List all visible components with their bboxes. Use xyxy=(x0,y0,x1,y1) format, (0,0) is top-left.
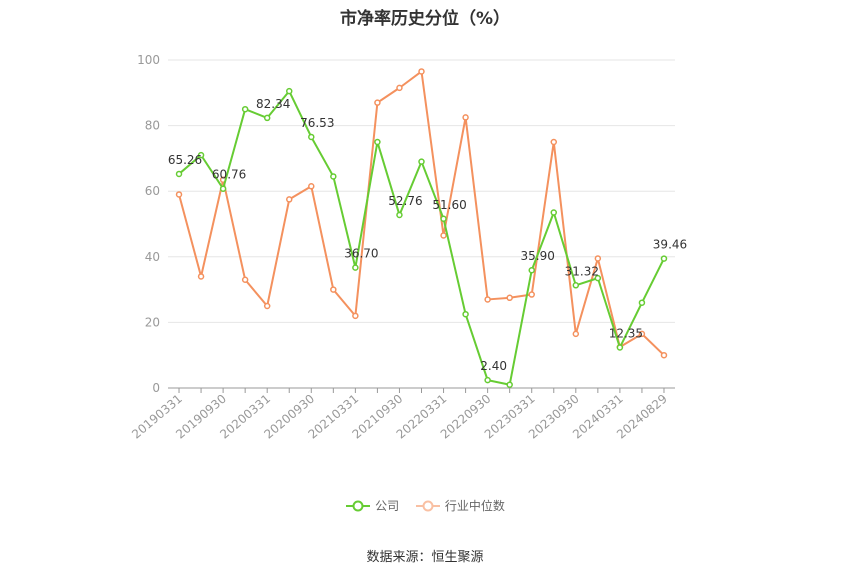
legend-company-marker-icon xyxy=(346,500,371,511)
series-1-point-20220331 xyxy=(440,232,447,239)
series-0-point-20190630 xyxy=(197,151,205,159)
data-label-20220930: 2.40 xyxy=(480,359,507,373)
data-label-20210331: 36.70 xyxy=(344,247,378,261)
data-label-20190331: 65.26 xyxy=(168,153,202,167)
series-1-point-20221231 xyxy=(506,294,513,302)
y-tick-label-40: 40 xyxy=(145,250,160,264)
data-label-20190930: 60.76 xyxy=(212,168,246,182)
series-0-point-20240331 xyxy=(616,344,624,351)
series-1-point-20210630 xyxy=(374,99,381,106)
y-tick-label-20: 20 xyxy=(145,315,160,329)
series-0-point-20230331 xyxy=(528,266,535,274)
legend-item-company[interactable]: 公司 xyxy=(345,497,399,514)
data-label-20220331: 51.60 xyxy=(432,198,466,212)
series-line-0 xyxy=(178,90,665,386)
data-label-20200331: 82.34 xyxy=(256,97,290,111)
y-tick-label-60: 60 xyxy=(145,184,160,198)
series-1-point-20191231 xyxy=(241,276,249,284)
series-0-point-20220630 xyxy=(462,310,469,318)
series-0-point-20210331 xyxy=(352,264,359,271)
series-0-point-20210630 xyxy=(374,138,381,146)
y-tick-label-100: 100 xyxy=(137,53,160,67)
chart-title: 市净率历史分位（%） xyxy=(339,9,511,29)
series-0-point-20220331 xyxy=(440,215,447,223)
axes: 0204060801002019033120190930202003312020… xyxy=(129,53,675,442)
data-label-20230930: 31.32 xyxy=(565,264,599,278)
series-lines xyxy=(175,68,668,388)
series-1-point-20190630 xyxy=(197,273,205,280)
series-1-point-20200331 xyxy=(263,302,271,310)
series-1-point-20240630 xyxy=(638,330,646,338)
legend-company-label: 公司 xyxy=(375,499,400,513)
series-1-point-20200630 xyxy=(285,196,293,203)
series-1-point-20210331 xyxy=(352,312,359,320)
series-0-point-20200930 xyxy=(308,133,315,141)
series-0-point-20230930 xyxy=(572,282,580,289)
data-label-20240331: 12.35 xyxy=(609,326,643,340)
y-tick-label-80: 80 xyxy=(145,119,160,133)
series-1-point-20210930 xyxy=(396,84,403,92)
series-1-point-20231231 xyxy=(594,255,602,262)
series-0-point-20200630 xyxy=(285,87,293,95)
series-0-point-20201231 xyxy=(330,173,337,180)
series-0-point-20191231 xyxy=(241,105,249,113)
series-1-point-20190331 xyxy=(175,191,183,198)
series-0-point-20240630 xyxy=(638,299,646,306)
series-0-point-20190930 xyxy=(219,185,227,192)
series-0-point-20240829 xyxy=(660,255,668,262)
legend-item-industry[interactable]: 行业中位数 xyxy=(415,497,505,514)
series-1-point-20200930 xyxy=(308,183,315,190)
series-1-point-20220630 xyxy=(462,114,469,121)
series-1-point-20201231 xyxy=(330,286,337,293)
data-label-20230331: 35.90 xyxy=(521,249,555,263)
series-line-1 xyxy=(178,70,665,356)
series-0-point-20221231 xyxy=(506,381,513,388)
series-1-point-20230930 xyxy=(572,330,580,338)
data-label-20210930: 52.76 xyxy=(388,194,422,208)
legend: 公司 行业中位数 xyxy=(0,497,850,515)
series-0-point-20230630 xyxy=(550,209,558,216)
series-0-point-20220930 xyxy=(484,376,491,384)
legend-industry-label: 行业中位数 xyxy=(444,499,505,513)
series-1-point-20230331 xyxy=(528,291,535,298)
series-1-point-20220930 xyxy=(484,296,491,303)
series-1-point-20240829 xyxy=(660,351,668,359)
series-1-point-20211231 xyxy=(418,68,425,75)
grid-lines xyxy=(168,59,675,323)
y-tick-label-0: 0 xyxy=(152,381,160,395)
series-0-point-20210930 xyxy=(396,211,403,219)
series-0-point-20200331 xyxy=(263,114,271,122)
line-chart: 0204060801002019033120190930202003312020… xyxy=(129,53,687,442)
series-1-point-20230630 xyxy=(550,138,558,146)
data-source: 数据来源：恒生聚源 xyxy=(366,550,484,565)
series-0-point-20231231 xyxy=(594,274,602,282)
data-label-20200930: 76.53 xyxy=(300,116,334,130)
legend-industry-marker-icon xyxy=(415,500,440,511)
data-labels: 65.26 60.76 82.34 76.53 36.70 52.76 51.60 2.40 3… xyxy=(168,97,687,373)
series-0-point-20190331 xyxy=(175,170,183,178)
data-label-20240829: 39.46 xyxy=(653,238,687,252)
series-0-point-20211231 xyxy=(418,158,425,165)
